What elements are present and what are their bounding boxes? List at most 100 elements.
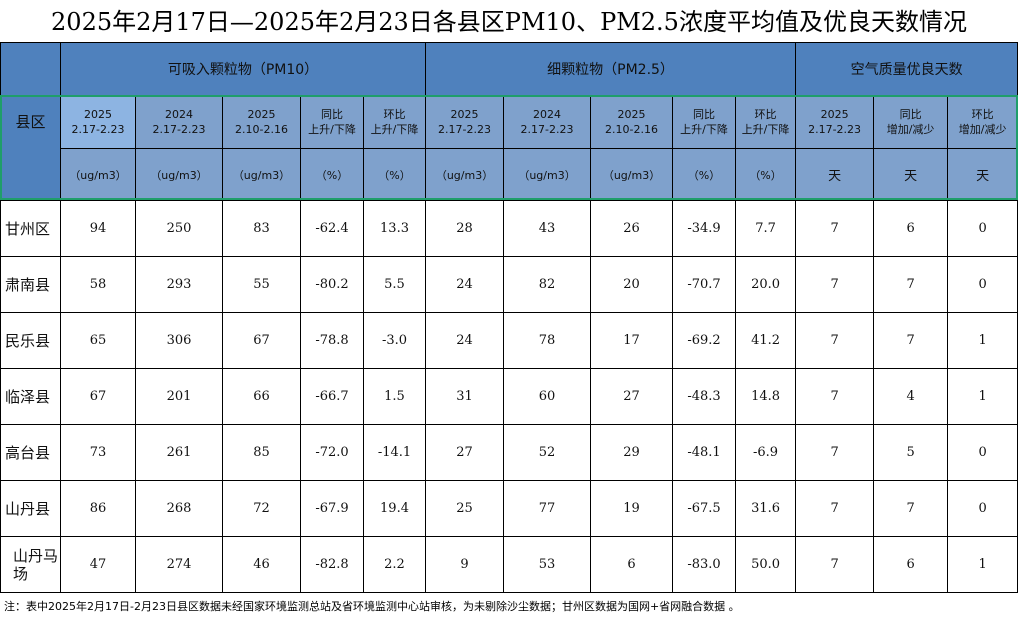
value-cell[interactable]: 94 <box>60 200 136 257</box>
value-cell[interactable]: 67 <box>222 312 301 369</box>
value-cell[interactable]: -6.9 <box>735 424 797 481</box>
unit-cell[interactable]: （%） <box>672 148 737 201</box>
value-cell[interactable]: 50.0 <box>735 536 797 593</box>
value-cell[interactable]: 60 <box>503 368 592 425</box>
value-cell[interactable]: -67.9 <box>300 480 364 537</box>
value-cell[interactable]: 7 <box>873 256 949 313</box>
unit-cell[interactable]: （%） <box>362 148 427 201</box>
value-cell[interactable]: -66.7 <box>300 368 364 425</box>
value-cell[interactable]: 13.3 <box>362 200 427 257</box>
unit-cell[interactable]: 天 <box>795 148 875 201</box>
value-cell[interactable]: 250 <box>135 200 223 257</box>
value-cell[interactable]: 7.7 <box>735 200 797 257</box>
value-cell[interactable]: 77 <box>503 480 592 537</box>
value-cell[interactable]: 29 <box>590 424 674 481</box>
value-cell[interactable]: -70.7 <box>672 256 737 313</box>
unit-cell[interactable]: 天 <box>873 148 949 201</box>
value-cell[interactable]: 201 <box>135 368 223 425</box>
column-header[interactable]: 2025 2.17-2.23 <box>425 95 505 149</box>
unit-cell[interactable]: （%） <box>735 148 797 201</box>
column-header[interactable]: 2025 2.17-2.23 <box>60 95 136 149</box>
unit-cell[interactable]: （ug/m3） <box>222 148 301 201</box>
value-cell[interactable]: 6 <box>873 200 949 257</box>
value-cell[interactable]: 67 <box>60 368 136 425</box>
value-cell[interactable]: 7 <box>795 256 875 313</box>
unit-cell[interactable]: （%） <box>300 148 364 201</box>
value-cell[interactable]: 14.8 <box>735 368 797 425</box>
county-name-cell[interactable]: 山丹马场 <box>0 536 61 593</box>
county-name-cell[interactable]: 临泽县 <box>0 368 61 425</box>
value-cell[interactable]: 306 <box>135 312 223 369</box>
column-header[interactable]: 同比 上升/下降 <box>672 95 737 149</box>
unit-cell[interactable]: 天 <box>947 148 1018 201</box>
value-cell[interactable]: -72.0 <box>300 424 364 481</box>
county-header[interactable]: 县区 <box>0 42 61 201</box>
value-cell[interactable]: 5.5 <box>362 256 427 313</box>
column-header[interactable]: 环比 上升/下降 <box>735 95 797 149</box>
value-cell[interactable]: 24 <box>425 256 505 313</box>
value-cell[interactable]: -83.0 <box>672 536 737 593</box>
value-cell[interactable]: 28 <box>425 200 505 257</box>
value-cell[interactable]: 0 <box>947 480 1018 537</box>
value-cell[interactable]: -48.1 <box>672 424 737 481</box>
column-header[interactable]: 2025 2.10-2.16 <box>590 95 674 149</box>
value-cell[interactable]: 72 <box>222 480 301 537</box>
value-cell[interactable]: 83 <box>222 200 301 257</box>
value-cell[interactable]: -3.0 <box>362 312 427 369</box>
column-header[interactable]: 2025 2.17-2.23 <box>795 95 875 149</box>
value-cell[interactable]: 1 <box>947 536 1018 593</box>
value-cell[interactable]: 0 <box>947 256 1018 313</box>
value-cell[interactable]: 17 <box>590 312 674 369</box>
value-cell[interactable]: 65 <box>60 312 136 369</box>
value-cell[interactable]: 268 <box>135 480 223 537</box>
county-name-cell[interactable]: 山丹县 <box>0 480 61 537</box>
value-cell[interactable]: -82.8 <box>300 536 364 593</box>
column-header[interactable]: 2025 2.10-2.16 <box>222 95 301 149</box>
value-cell[interactable]: -14.1 <box>362 424 427 481</box>
value-cell[interactable]: 1 <box>947 312 1018 369</box>
column-header[interactable]: 2024 2.17-2.23 <box>135 95 223 149</box>
value-cell[interactable]: 7 <box>795 424 875 481</box>
value-cell[interactable]: -34.9 <box>672 200 737 257</box>
value-cell[interactable]: 46 <box>222 536 301 593</box>
value-cell[interactable]: -67.5 <box>672 480 737 537</box>
value-cell[interactable]: 58 <box>60 256 136 313</box>
unit-cell[interactable]: （ug/m3） <box>503 148 592 201</box>
value-cell[interactable]: 7 <box>795 536 875 593</box>
value-cell[interactable]: 7 <box>795 480 875 537</box>
county-name-cell[interactable]: 民乐县 <box>0 312 61 369</box>
value-cell[interactable]: 274 <box>135 536 223 593</box>
value-cell[interactable]: 26 <box>590 200 674 257</box>
column-header[interactable]: 2024 2.17-2.23 <box>503 95 592 149</box>
value-cell[interactable]: 6 <box>590 536 674 593</box>
column-header[interactable]: 同比 增加/减少 <box>873 95 949 149</box>
value-cell[interactable]: 27 <box>425 424 505 481</box>
value-cell[interactable]: 7 <box>873 480 949 537</box>
value-cell[interactable]: 0 <box>947 424 1018 481</box>
value-cell[interactable]: 43 <box>503 200 592 257</box>
value-cell[interactable]: 7 <box>795 200 875 257</box>
value-cell[interactable]: 2.2 <box>362 536 427 593</box>
value-cell[interactable]: 24 <box>425 312 505 369</box>
pm25-group-header[interactable]: 细颗粒物（PM2.5） <box>425 42 797 96</box>
value-cell[interactable]: 5 <box>873 424 949 481</box>
column-header[interactable]: 环比 增加/减少 <box>947 95 1018 149</box>
value-cell[interactable]: 31.6 <box>735 480 797 537</box>
column-header[interactable]: 同比 上升/下降 <box>300 95 364 149</box>
value-cell[interactable]: 7 <box>795 368 875 425</box>
value-cell[interactable]: 293 <box>135 256 223 313</box>
value-cell[interactable]: 0 <box>947 200 1018 257</box>
value-cell[interactable]: 6 <box>873 536 949 593</box>
value-cell[interactable]: 47 <box>60 536 136 593</box>
good-days-group-header[interactable]: 空气质量优良天数 <box>795 42 1018 96</box>
unit-cell[interactable]: （ug/m3） <box>590 148 674 201</box>
unit-cell[interactable]: （ug/m3） <box>135 148 223 201</box>
value-cell[interactable]: -48.3 <box>672 368 737 425</box>
county-name-cell[interactable]: 肃南县 <box>0 256 61 313</box>
value-cell[interactable]: -80.2 <box>300 256 364 313</box>
unit-cell[interactable]: （ug/m3） <box>60 148 136 201</box>
value-cell[interactable]: 7 <box>795 312 875 369</box>
value-cell[interactable]: -78.8 <box>300 312 364 369</box>
column-header[interactable]: 环比 上升/下降 <box>362 95 427 149</box>
value-cell[interactable]: 85 <box>222 424 301 481</box>
